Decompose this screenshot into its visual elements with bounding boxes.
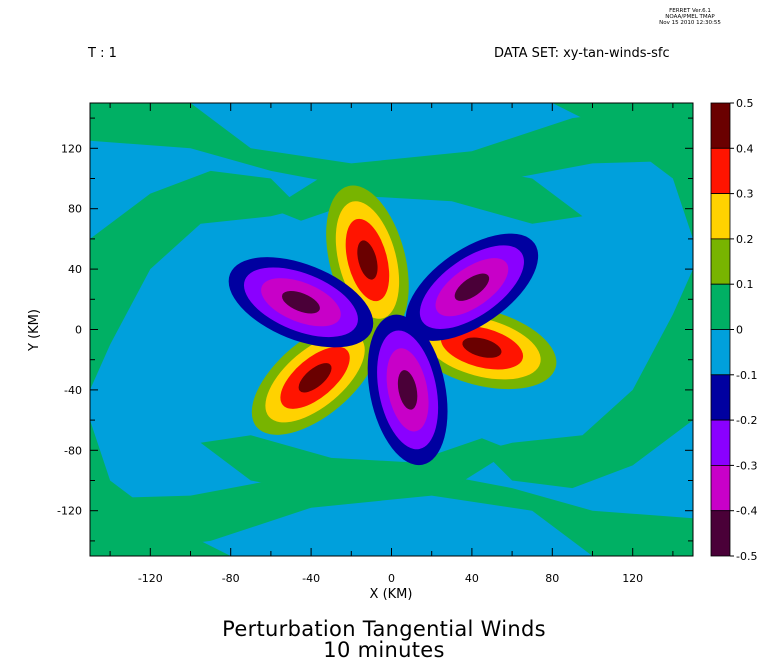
y-tick-label: -40 (64, 384, 82, 397)
dataset-label: DATA SET: xy-tan-winds-sfc (494, 46, 670, 61)
lobe-positive-1 (407, 306, 557, 390)
y-tick-label: -120 (57, 505, 82, 518)
colorbar-label: 0.4 (736, 142, 754, 155)
stamp-line-2: NOAA/PMEL TMAP (665, 14, 715, 20)
chart-subtitle: 10 minutes (323, 638, 445, 662)
swirl-band-0 (90, 103, 693, 187)
lobe-level-4-3 (281, 291, 320, 314)
stamp-line-1: FERRET Ver.6.1 (669, 8, 711, 14)
x-tick-label: 40 (465, 572, 479, 585)
swirl-band-7 (552, 103, 693, 239)
y-axis-label: Y (KM) (27, 309, 42, 352)
colorbar-segment (710, 329, 731, 376)
swirl-band-1 (90, 170, 301, 390)
colorbar-label: 0.3 (736, 188, 754, 201)
lobe-level-0-3 (357, 240, 378, 280)
colorbar-label: -0.5 (736, 550, 757, 563)
contour-fill-layer (90, 103, 693, 556)
colorbar-segment (710, 193, 731, 240)
y-tick-label: 80 (68, 203, 82, 216)
swirl-band-3 (481, 269, 693, 489)
x-tick-label: -80 (222, 572, 240, 585)
x-tick-label: 80 (545, 572, 559, 585)
y-tick-label: 120 (61, 142, 82, 155)
colorbar-segment (710, 510, 731, 557)
colorbar-segment (710, 283, 731, 330)
swirl-band-2 (90, 472, 693, 556)
lobe-negative-3 (405, 233, 539, 341)
lobe-negative-5 (367, 314, 448, 466)
colorbar-label: 0 (736, 324, 743, 337)
colorbar-segment (710, 238, 731, 285)
ferret-stamp: FERRET Ver.6.1 NOAA/PMEL TMAP Nov 15 201… (650, 8, 730, 26)
x-tick-label: 0 (388, 572, 395, 585)
lobe-level-1-3 (462, 337, 502, 358)
swirl-band-6 (90, 420, 231, 556)
colorbar-label: -0.3 (736, 459, 757, 472)
lobe-level-3-3 (454, 273, 490, 301)
x-tick-label: -40 (302, 572, 320, 585)
x-tick-label: -120 (138, 572, 163, 585)
stamp-line-3: Nov 15 2010 12:30:55 (659, 20, 721, 26)
axis-ticks (90, 103, 693, 556)
colorbar-label: -0.2 (736, 414, 757, 427)
colorbar-segment (710, 464, 731, 512)
colorbar: 0.5 0.4 0.3 0.2 0.1 0 -0.1 -0.2 -0.3 -0.4 -0.5 (710, 97, 757, 563)
y-tick-label: 0 (75, 324, 82, 337)
time-label: T : 1 (88, 46, 117, 61)
axis-tick-labels: -120 -80 -40 0 40 80 120 120 80 40 0 -40 -80 -120 (57, 142, 643, 585)
colorbar-label: 0.1 (736, 278, 754, 291)
colorbar-segment (710, 147, 731, 195)
lobe-negative-4 (228, 257, 374, 348)
swirl-band-4 (270, 160, 583, 224)
y-tick-label: -80 (64, 444, 82, 457)
lobe-positive-2 (251, 320, 379, 435)
colorbar-label: -0.4 (736, 505, 757, 518)
colorbar-label: 0.2 (736, 233, 754, 246)
chart-title: Perturbation Tangential Winds (222, 617, 546, 641)
colorbar-segment (710, 419, 731, 466)
colorbar-segment (710, 102, 731, 149)
lobe-level-5-3 (397, 370, 418, 410)
x-axis-label: X (KM) (370, 587, 413, 602)
x-tick-label: 120 (622, 572, 643, 585)
colorbar-segment (710, 374, 731, 421)
swirl-band-5 (200, 435, 513, 499)
colorbar-label: -0.1 (736, 369, 757, 382)
y-tick-label: 40 (68, 263, 82, 276)
colorbar-label: 0.5 (736, 97, 754, 110)
lobe-level-2-3 (298, 363, 332, 393)
